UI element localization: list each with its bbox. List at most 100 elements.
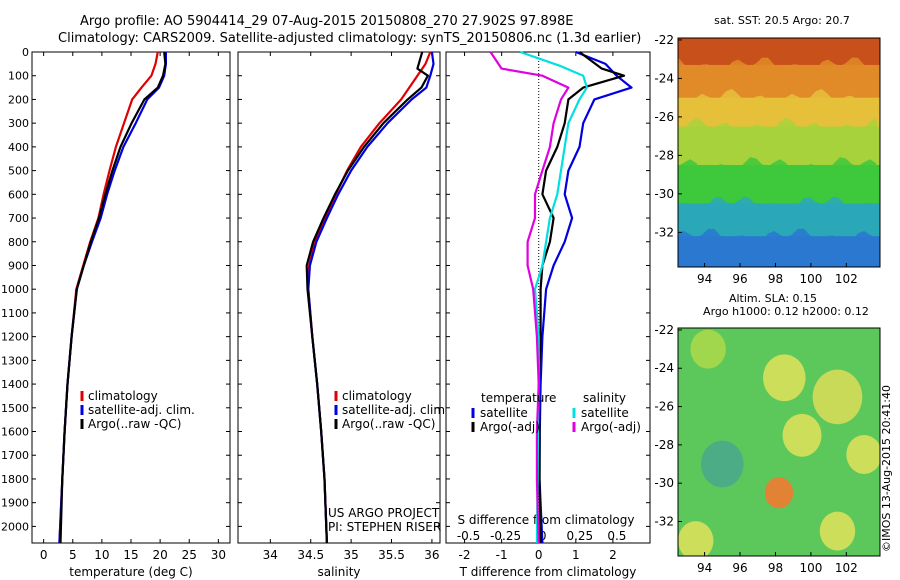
map-x-tick-label: 94 (697, 272, 712, 286)
depth-tick-label: 300 (8, 117, 29, 130)
depth-tick-label: 1800 (1, 473, 29, 486)
top-axis-label: S difference from climatology (458, 513, 635, 527)
depth-tick-label: 1600 (1, 426, 29, 439)
map-x-tick-label: 98 (768, 272, 783, 286)
map-y-tick-label: -22 (654, 33, 674, 47)
depth-tick-label: 200 (8, 93, 29, 106)
profile-panel-2: 34 34.5 35 35.5 36 salinity climatologysatelli… (237, 51, 449, 579)
x-tick-label: -2 (459, 548, 471, 562)
x-tick-label: -1 (496, 548, 508, 562)
map-y-tick-label: -30 (654, 476, 674, 490)
map-y-tick-label: -32 (654, 515, 674, 529)
plot-frame (445, 51, 651, 544)
legend-label: Argo(-adj) (480, 420, 540, 434)
map-y-tick-label: -30 (654, 187, 674, 201)
sst-band-edge (678, 57, 880, 79)
map-y-tick-label: -28 (654, 438, 674, 452)
x-tick-label: 30 (211, 548, 226, 562)
series-line-1 (538, 50, 633, 544)
depth-tick-label: 1500 (1, 402, 29, 415)
sla-feature (764, 477, 794, 509)
legend-label: satellite (581, 406, 629, 420)
map-field (678, 328, 880, 556)
depth-tick-label: 2000 (1, 520, 29, 533)
legend-label: satellite-adj. clim. (88, 403, 195, 417)
x-tick-label: 34.5 (297, 548, 324, 562)
sst-band-edge (678, 117, 880, 141)
sst-band-edge (678, 157, 880, 180)
plot-frame (237, 51, 441, 544)
map-x-tick-label: 100 (799, 272, 822, 286)
x-axis-label: salinity (317, 565, 360, 579)
depth-tick-label: 1400 (1, 378, 29, 391)
x-tick-label: 10 (94, 548, 109, 562)
sst-band-edge (678, 88, 880, 112)
depth-tick-label: 100 (8, 70, 29, 83)
x-tick-label: 15 (123, 548, 138, 562)
legend-label: climatology (342, 389, 412, 403)
map-x-tick-label: 96 (732, 272, 747, 286)
x-tick-label: 25 (182, 548, 197, 562)
series-line-3 (59, 51, 167, 544)
map-frame (677, 37, 881, 268)
sla-feature (678, 521, 714, 556)
map-frame (677, 327, 881, 557)
x-tick-label: 34 (263, 548, 278, 562)
map-x-tick-label: 94 (697, 561, 712, 575)
map-y-tick-label: -24 (654, 71, 674, 85)
x-tick-label: 35.5 (378, 548, 405, 562)
map-y-tick-label: -24 (654, 361, 674, 375)
map-x-tick-label: 102 (835, 272, 858, 286)
legend-label: satellite (480, 406, 528, 420)
top-tick-label: 0.25 (566, 529, 593, 543)
x-axis-label: T difference from climatology (459, 565, 637, 579)
legend-label: Argo(..raw -QC) (88, 417, 181, 431)
map-x-tick-label: 96 (732, 561, 747, 575)
x-tick-label: 2 (609, 548, 617, 562)
depth-tick-label: 1000 (1, 283, 29, 296)
map-x-tick-label: 98 (768, 561, 783, 575)
depth-tick-label: 600 (8, 188, 29, 201)
x-tick-label: 35 (343, 548, 358, 562)
sla-feature (812, 369, 863, 425)
sla-map-panel: 94 96 98 100 102 -22 -24 -26 -28 -30 -32 Altim. SLA… (654, 292, 881, 575)
legend-label: satellite-adj. clim. (342, 403, 449, 417)
x-tick-label: 1 (572, 548, 580, 562)
x-tick-label: 5 (69, 548, 77, 562)
legend-group-temperature: temperature (481, 391, 556, 405)
x-tick-label: 36 (424, 548, 439, 562)
legend-label: Argo(..raw -QC) (342, 417, 435, 431)
legend-label: Argo(-adj) (581, 420, 641, 434)
sla-feature (819, 511, 856, 551)
legend-label: climatology (88, 389, 158, 403)
sla-feature (846, 434, 880, 474)
depth-tick-label: 400 (8, 141, 29, 154)
map-y-tick-label: -26 (654, 400, 674, 414)
depth-tick-label: 1900 (1, 497, 29, 510)
chart-title-line2: Climatology: CARS2009. Satellite-adjuste… (58, 31, 642, 46)
depth-tick-label: 1200 (1, 331, 29, 344)
map-y-tick-label: -26 (654, 110, 674, 124)
top-tick-label: 0.5 (607, 529, 626, 543)
map-x-tick-label: 102 (835, 561, 858, 575)
map-y-tick-label: -28 (654, 148, 674, 162)
map-y-tick-label: -22 (654, 323, 674, 337)
depth-tick-label: 900 (8, 259, 29, 272)
x-tick-label: 20 (152, 548, 167, 562)
depth-tick-label: 1100 (1, 307, 29, 320)
credit-line2: PI: STEPHEN RISER (328, 520, 441, 534)
x-tick-label: 0 (535, 548, 543, 562)
sla-feature (763, 354, 806, 402)
x-tick-label: 0 (40, 548, 48, 562)
sst-map-panel: 94 96 98 100 102 -22 -24 -26 -28 -30 -32 sat. SST: … (654, 14, 881, 286)
sla-feature (690, 329, 726, 369)
top-tick-label: -0.5 (457, 529, 480, 543)
depth-tick-label: 0 (22, 46, 29, 59)
legend-group-salinity: salinity (583, 391, 626, 405)
depth-tick-label: 800 (8, 236, 29, 249)
profile-panel-3: -2 -1 0 1 2 T difference from climatology S di… (445, 50, 651, 579)
sla-feature (701, 440, 744, 488)
x-axis-label: temperature (deg C) (69, 565, 192, 579)
